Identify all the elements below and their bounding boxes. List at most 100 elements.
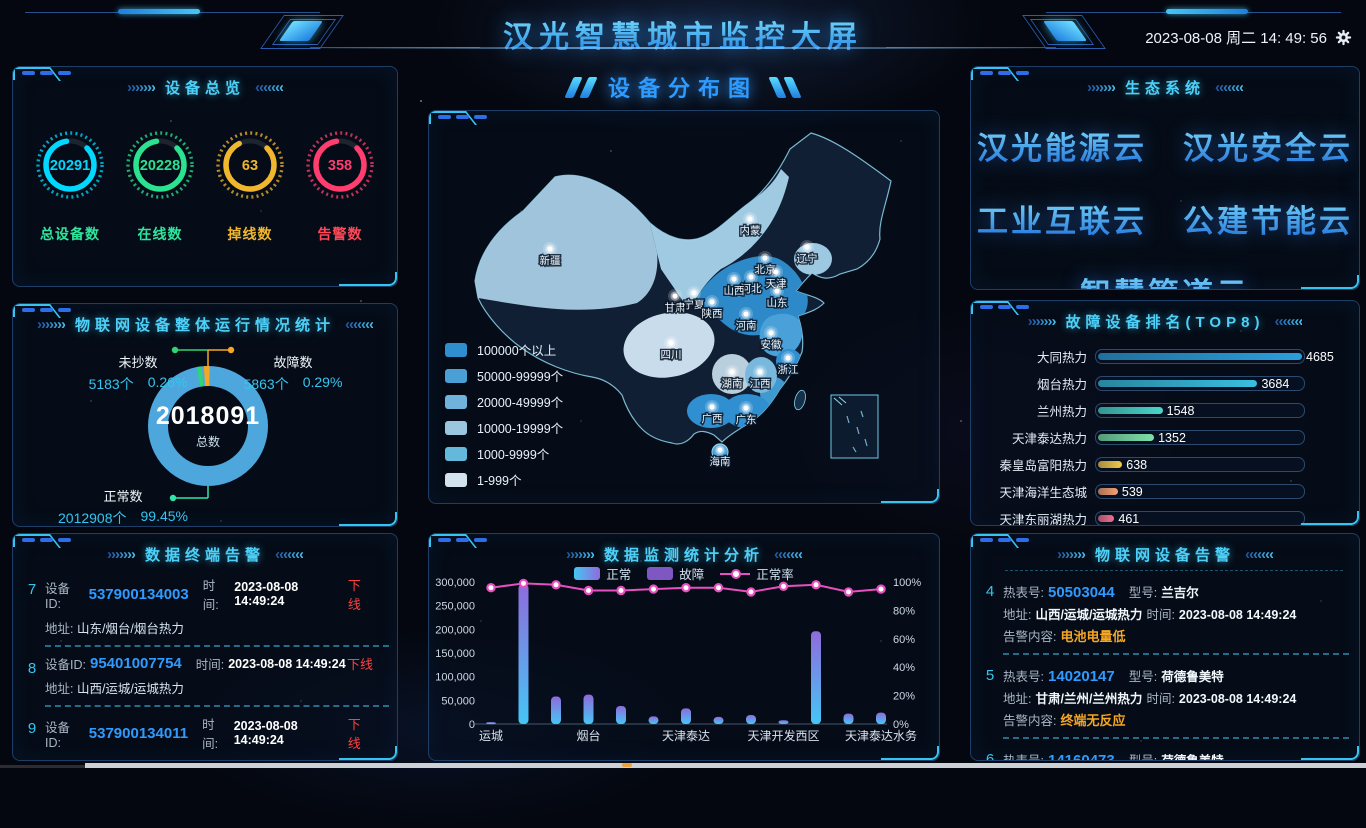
row-line1: 热表号: 14160473 型号: 荷德鲁美特 <box>1003 750 1349 761</box>
status-badge: 下线 <box>347 578 361 612</box>
province-marker-内蒙[interactable]: 内蒙 <box>738 212 762 239</box>
province-marker-山西[interactable]: 山西 <box>722 272 746 299</box>
ecosystem-row: 工业互联云 公建节能云 <box>977 196 1353 241</box>
right-axis-tick: 100% <box>893 577 921 589</box>
addr-label: 地址: <box>45 622 77 636</box>
svg-text:358: 358 <box>328 158 352 174</box>
gear-icon[interactable] <box>1335 29 1352 46</box>
deco-bright-bar <box>118 9 200 14</box>
time-label: 时间: <box>202 579 219 612</box>
svg-text:海南: 海南 <box>710 455 731 468</box>
ranking-label: 天津海洋生态城 <box>999 486 1087 500</box>
gauge-label: 在线数 <box>137 226 183 242</box>
callout-percent: 0.29% <box>302 374 343 390</box>
x-axis-label: 烟台 <box>576 728 600 743</box>
left-axis-tick: 0 <box>469 719 475 731</box>
right-axis-tick: 40% <box>893 662 915 674</box>
callout-dot-normal <box>169 494 177 502</box>
map-legend-swatch <box>445 420 467 435</box>
rate-point <box>648 584 659 594</box>
ecosystem-link-工业互联云[interactable]: 工业互联云 <box>977 196 1147 241</box>
taskbar[interactable] <box>85 763 1366 768</box>
legend-label: 正常 <box>606 568 632 582</box>
province-marker-辽宁[interactable]: 辽宁 <box>795 240 819 267</box>
terminal-alarm-row[interactable]: 9 设备ID: 537900134011 时间: 2023-08-08 14:49:24… <box>13 707 397 760</box>
right-axis-tick: 60% <box>893 634 915 646</box>
province-marker-河南[interactable]: 河南 <box>734 307 758 334</box>
province-marker-河北[interactable]: 河北 <box>739 270 763 297</box>
panel-notch <box>429 534 489 548</box>
rate-point <box>681 583 691 593</box>
svg-text:宁夏: 宁夏 <box>684 298 705 311</box>
panel-title-bar: ››››››› 物联网设备告警 ‹‹‹‹‹‹‹ <box>971 534 1359 566</box>
slash-icon <box>783 76 802 98</box>
meter-label: 热表号: <box>1003 586 1044 600</box>
time-label: 时间: <box>202 718 219 751</box>
map-inset-south-china-sea <box>830 394 879 459</box>
map-section-title-bar: 设备分布图 <box>428 70 938 104</box>
map-legend-label: 20000-49999个 <box>477 396 564 410</box>
province-marker-广西[interactable]: 广西 <box>700 400 724 427</box>
ranking-track: 461 <box>1095 511 1305 525</box>
province-marker-山东[interactable]: 山东 <box>765 284 789 311</box>
province-marker-北京[interactable]: 北京 <box>753 251 777 278</box>
callout-count: 5863个 <box>243 376 289 392</box>
ecosystem-link-汉光安全云[interactable]: 汉光安全云 <box>1183 123 1353 168</box>
province-marker-天津[interactable]: 天津 <box>764 265 788 292</box>
deco-streak <box>300 47 1060 49</box>
svg-text:山东: 山东 <box>767 296 788 309</box>
gauge-ring: 63 <box>216 131 284 199</box>
meter-value: 14160473 <box>1047 752 1115 761</box>
meter-label: 热表号: <box>1003 670 1044 684</box>
row-line2: 地址: 山东/烟台/烟台热力 <box>45 757 389 760</box>
donut-ring-fault <box>148 365 268 486</box>
arrows-right-icon: ››››››› <box>1087 78 1116 96</box>
ecosystem-link-智慧管道云[interactable]: 智慧管道云 <box>1080 269 1250 289</box>
province-marker-新疆[interactable]: 新疆 <box>538 242 562 269</box>
taskbar-icon[interactable] <box>622 763 632 767</box>
svg-text:安徽: 安徽 <box>761 338 782 351</box>
terminal-alarm-row[interactable]: 7 设备ID: 537900134003 时间: 2023-08-08 14:49:24… <box>13 568 397 647</box>
legend-label: 正常率 <box>756 568 794 582</box>
map-legend: 100000个以上 50000-99999个 20000-49999个 10000-1… <box>445 340 563 489</box>
iot-alarm-row[interactable]: 5 热表号: 14020147 型号: 荷德鲁美特 地址: 甘肃/兰州/兰州热力 时间: 202… <box>971 655 1359 739</box>
map-legend-swatch <box>445 472 467 487</box>
rate-point <box>583 585 594 596</box>
province-marker-四川[interactable]: 四川 <box>659 336 683 363</box>
panel-notch <box>971 534 1031 548</box>
ranking-row-天津海洋生态城: 天津海洋生态城 539 <box>979 482 1359 501</box>
arrows-left-icon: ‹‹‹‹‹‹‹ <box>255 78 284 96</box>
arrows-left-icon: ‹‹‹‹‹‹‹ <box>1215 78 1244 96</box>
terminal-alarm-row[interactable]: 8 设备ID: 95401007754 时间: 2023-08-08 14:49:24 下… <box>13 647 397 707</box>
province-marker-甘肃[interactable]: 甘肃 <box>663 289 687 316</box>
province-marker-宁夏[interactable]: 宁夏 <box>682 286 706 313</box>
donut-ring-unread <box>148 366 268 487</box>
right-axis-tick: 0% <box>893 719 909 731</box>
ecosystem-links: 汉光能源云汉光安全云工业互联云公建节能云智慧管道云 <box>971 99 1359 289</box>
ranking-bar <box>1098 434 1155 441</box>
province-marker-安徽[interactable]: 安徽 <box>759 326 783 353</box>
alarm-content-label: 告警内容: <box>1003 630 1057 644</box>
ecosystem-link-公建节能云[interactable]: 公建节能云 <box>1183 196 1353 241</box>
map-legend-swatch <box>445 446 467 461</box>
svg-text:广西: 广西 <box>702 413 723 425</box>
time-value: 2023-08-08 14:49:24 <box>233 719 298 747</box>
iot-alarm-row[interactable]: 4 热表号: 50503044 型号: 兰吉尔 地址: 山西/运城/运城热力 时间: 2023-… <box>971 571 1359 655</box>
province-marker-陕西[interactable]: 陕西 <box>700 295 724 322</box>
province-marker-湖南[interactable]: 湖南 <box>720 365 744 392</box>
device-id-label: 设备ID: <box>45 581 71 611</box>
row-body: 热表号: 14020147 型号: 荷德鲁美特 地址: 甘肃/兰州/兰州热力 时间: 2023… <box>1003 663 1349 739</box>
province-marker-海南[interactable]: 海南 <box>708 443 732 470</box>
province-marker-江西[interactable]: 江西 <box>748 365 772 392</box>
svg-text:63: 63 <box>242 158 258 174</box>
province-marker-浙江[interactable]: 浙江 <box>776 351 800 378</box>
iot-alarm-row[interactable]: 6热表号:14160473型号:荷德鲁美特地址:山西/大同/大同热力时间:202… <box>971 739 1359 761</box>
callout-percent: 0.26% <box>147 374 188 390</box>
panel-notch <box>13 67 73 81</box>
map-legend-item: 1-999个 <box>445 470 563 489</box>
ranking-label: 秦皇岛富阳热力 <box>999 459 1087 473</box>
ecosystem-link-汉光能源云[interactable]: 汉光能源云 <box>977 123 1147 168</box>
panel-title: 物联网设备整体运行情况统计 <box>74 316 335 334</box>
province-marker-广东[interactable]: 广东 <box>734 401 758 428</box>
map-legend-label: 1-999个 <box>477 474 522 488</box>
